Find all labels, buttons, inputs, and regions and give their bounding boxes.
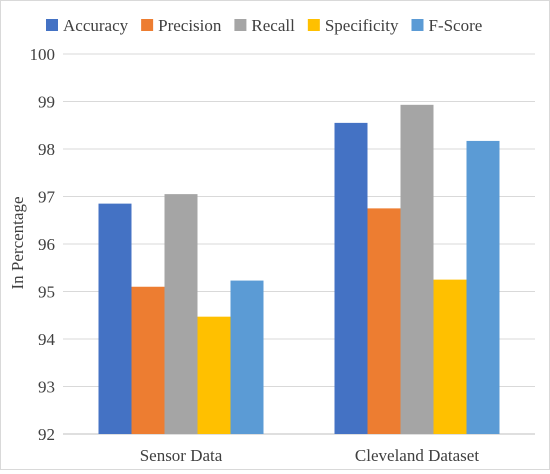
y-tick-label: 100 xyxy=(30,45,56,64)
legend-swatch xyxy=(307,19,320,31)
legend-label: F-Score xyxy=(428,16,482,35)
bar-f-score xyxy=(466,140,500,435)
bars xyxy=(98,104,500,435)
legend-label: Specificity xyxy=(325,16,399,35)
legend-label: Precision xyxy=(158,16,222,35)
y-tick-label: 99 xyxy=(38,93,55,112)
bar-specificity xyxy=(433,279,467,434)
legend-swatch xyxy=(46,19,58,31)
legend-swatch xyxy=(234,19,247,31)
legend-label: Accuracy xyxy=(63,16,129,35)
y-tick-labels: 92 93 94 95 96 97 98 99 100 xyxy=(30,45,56,444)
y-axis-label: In Percentage xyxy=(8,197,27,290)
y-tick-label: 94 xyxy=(38,330,56,349)
y-tick-label: 95 xyxy=(38,283,55,302)
bar-precision xyxy=(367,208,401,434)
y-tick-label: 97 xyxy=(38,188,56,207)
y-tick-label: 93 xyxy=(38,378,55,397)
bar-specificity xyxy=(197,316,231,434)
category-label: Sensor Data xyxy=(140,446,223,465)
y-tick-label: 96 xyxy=(38,235,55,254)
legend-label: Recall xyxy=(251,16,295,35)
bar-accuracy xyxy=(334,122,368,434)
legend-swatch xyxy=(411,19,424,31)
legend-swatch xyxy=(141,19,154,31)
bar-recall xyxy=(400,104,434,434)
y-tick-label: 98 xyxy=(38,140,55,159)
category-labels: Sensor Data Cleveland Dataset xyxy=(140,446,480,465)
bar-f-score xyxy=(230,280,264,434)
bar-accuracy xyxy=(98,203,132,434)
bar-precision xyxy=(131,286,165,434)
bar-recall xyxy=(164,194,198,434)
category-label: Cleveland Dataset xyxy=(355,446,479,465)
legend: Accuracy Precision Recall Specificity F-Scor… xyxy=(46,16,482,35)
y-tick-label: 92 xyxy=(38,425,55,444)
